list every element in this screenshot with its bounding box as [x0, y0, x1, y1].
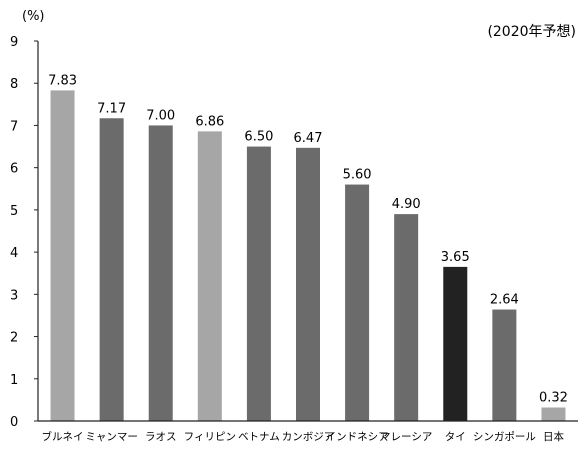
bar [50, 90, 75, 422]
y-tick-label: 7 [10, 119, 18, 134]
value-label: 7.83 [48, 73, 77, 88]
y-tick-label: 1 [10, 373, 18, 388]
category-label: ミャンマー [85, 431, 138, 443]
value-label: 4.90 [392, 197, 421, 212]
bar [296, 147, 320, 422]
bar [148, 125, 173, 421]
y-tick-label: 5 [10, 204, 18, 219]
value-label: 5.60 [343, 168, 372, 183]
value-label: 0.32 [539, 390, 568, 405]
category-label: ラオス [145, 431, 177, 443]
y-tick-label: 8 [10, 77, 18, 92]
value-label: 7.00 [146, 108, 175, 123]
category-label: タイ [445, 431, 466, 443]
value-label: 3.65 [441, 250, 470, 265]
value-label: 6.50 [244, 130, 273, 145]
y-axis: 0 1 2 3 4 5 6 7 8 9 [10, 35, 39, 430]
category-label: マレーシア [380, 431, 432, 443]
value-label: 7.17 [97, 101, 126, 116]
category-label: ブルネイ [42, 430, 84, 443]
x-axis: ブルネイ ミャンマー ラオス フィリピン ベトナム カンボジアインドネシアマレーシア タイシ… [38, 420, 578, 443]
y-tick-label: 6 [10, 162, 18, 177]
y-tick-label: 4 [10, 246, 18, 261]
category-label: シンガポール [473, 431, 536, 443]
bars: 7.83 7.17 7.00 6.86 6.50 6.47 5.60 4.90 3.65 2.64… [48, 73, 568, 422]
category-label: フィリピン [184, 431, 236, 443]
bar [99, 118, 124, 422]
category-label: ベトナム [238, 431, 280, 443]
y-tick-label: 2 [10, 331, 18, 346]
note-label: (2020年予想) [487, 24, 576, 40]
unit-label: (%) [22, 9, 45, 24]
value-label: 2.64 [490, 293, 519, 308]
y-tick-label: 9 [10, 35, 18, 50]
bar [492, 309, 517, 421]
category-label: インドネシア [326, 431, 389, 443]
bar [246, 146, 271, 422]
y-tick-label: 0 [10, 415, 18, 430]
bar [541, 407, 566, 421]
bar [345, 184, 370, 421]
bar [394, 214, 419, 421]
y-tick-label: 3 [10, 288, 18, 303]
bar [197, 131, 222, 421]
value-label: 6.47 [294, 131, 323, 146]
bar [443, 266, 468, 421]
value-label: 6.86 [195, 114, 224, 129]
category-label: カンボジア [282, 431, 335, 443]
category-label: 日本 [543, 430, 564, 443]
